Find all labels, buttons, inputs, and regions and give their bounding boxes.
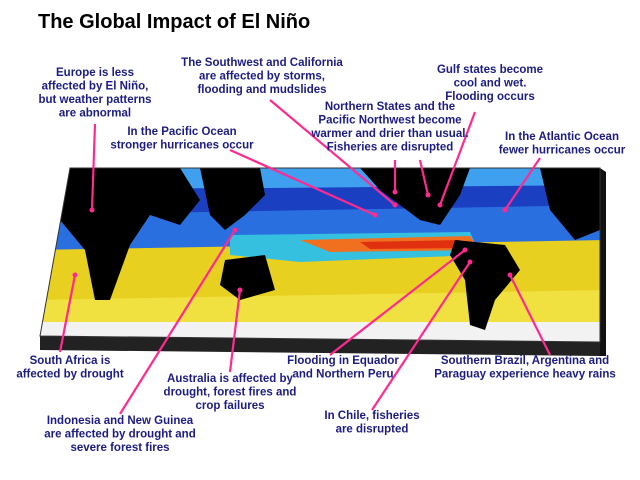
arrow bbox=[119, 229, 236, 415]
annotation-line: warmer and drier than usual. bbox=[310, 128, 468, 140]
annotation-line: are abnormal bbox=[59, 108, 131, 120]
annotation-line: fewer hurricanes occur bbox=[499, 145, 626, 157]
annotation-line: In Chile, fisheries bbox=[324, 410, 419, 422]
annotation-line: Fisheries are disrupted bbox=[327, 142, 454, 154]
annotation: Southern Brazil, Argentina and Paraguay e… bbox=[434, 355, 616, 381]
annotation-line: affected by drought bbox=[16, 369, 124, 381]
annotation: Northern States and the Pacific Northwest… bbox=[310, 101, 468, 154]
annotation-line: Pacific Northwest become bbox=[318, 115, 461, 127]
arrow bbox=[90, 123, 97, 211]
annotation-line: are affected by drought and bbox=[44, 429, 195, 441]
annotation-line: drought, forest fires and bbox=[164, 387, 297, 399]
annotation: Gulf states become cool and wet.Flooding … bbox=[437, 64, 543, 103]
annotation-line: Gulf states become bbox=[437, 64, 543, 76]
arrow bbox=[371, 261, 471, 411]
arrow bbox=[504, 157, 541, 211]
annotation-line: Europe is less bbox=[56, 67, 134, 79]
arrow-head bbox=[372, 212, 378, 218]
annotation-line: Flooding in Equador bbox=[287, 355, 399, 367]
annotation-line: The Southwest and California bbox=[181, 57, 343, 69]
arrow bbox=[329, 249, 466, 356]
arrow-head bbox=[502, 207, 508, 213]
annotation: South Africa is affected by drought bbox=[16, 355, 124, 381]
annotation-line: Paraguay experience heavy rains bbox=[434, 369, 616, 381]
arrow-head bbox=[89, 207, 95, 213]
annotation-line: stronger hurricanes occur bbox=[110, 140, 254, 152]
annotation-line: South Africa is bbox=[30, 355, 111, 367]
annotation: In the Atlantic Ocean fewer hurricanes oc… bbox=[499, 131, 626, 157]
map bbox=[39, 167, 606, 356]
arrow-head bbox=[425, 192, 431, 198]
arrow bbox=[509, 274, 551, 356]
annotation-line: Indonesia and New Guinea bbox=[47, 415, 194, 427]
annotation-line: are disrupted bbox=[336, 424, 409, 436]
arrow-head bbox=[392, 202, 398, 208]
annotation: Australia is affected by drought, forest … bbox=[164, 373, 297, 412]
annotation-line: In the Atlantic Ocean bbox=[505, 131, 619, 143]
annotation-line: Northern States and the bbox=[325, 101, 455, 113]
annotation: In the Pacific Ocean stronger hurricanes … bbox=[110, 126, 254, 152]
annotation-line: Flooding occurs bbox=[445, 91, 534, 103]
annotation-line: flooding and mudslides bbox=[197, 84, 326, 96]
arrow-head bbox=[462, 247, 468, 253]
annotation-line: Australia is affected by bbox=[167, 373, 294, 385]
title: The Global Impact of El Niño bbox=[38, 11, 310, 33]
arrow-head bbox=[507, 272, 513, 278]
arrow-head bbox=[467, 259, 473, 265]
arrow-head bbox=[437, 202, 443, 208]
arrow bbox=[58, 274, 77, 353]
annotation-line: severe forest fires bbox=[70, 442, 169, 454]
arrow bbox=[438, 111, 477, 206]
annotation: Flooding in Equador and Northern Peru bbox=[287, 355, 399, 381]
arrow bbox=[229, 148, 376, 217]
arrow-head bbox=[392, 189, 398, 195]
annotation-line: and Northern Peru bbox=[293, 369, 394, 381]
annotation-line: are affected by storms, bbox=[199, 71, 325, 83]
annotation-line: affected by El Niño, bbox=[42, 81, 149, 93]
annotation: The Southwest and California are affected… bbox=[181, 57, 343, 96]
annotation-line: crop failures bbox=[195, 400, 264, 412]
annotation-line: Southern Brazil, Argentina and bbox=[441, 355, 609, 367]
annotation-line: In the Pacific Ocean bbox=[127, 126, 236, 138]
arrow-head bbox=[232, 227, 238, 233]
annotation: Indonesia and New Guinea are affected by … bbox=[44, 415, 195, 454]
arrow-head bbox=[237, 287, 243, 293]
arrow-head bbox=[72, 272, 78, 278]
annotation-line: cool and wet. bbox=[454, 78, 527, 90]
annotation-line: but weather patterns bbox=[38, 94, 151, 106]
annotation: Europe is less affected by El Niño,but we… bbox=[38, 67, 151, 120]
arrow bbox=[418, 159, 430, 196]
arrow bbox=[269, 99, 396, 206]
arrow bbox=[228, 289, 242, 373]
annotation: In Chile, fisheries are disrupted bbox=[324, 410, 419, 436]
